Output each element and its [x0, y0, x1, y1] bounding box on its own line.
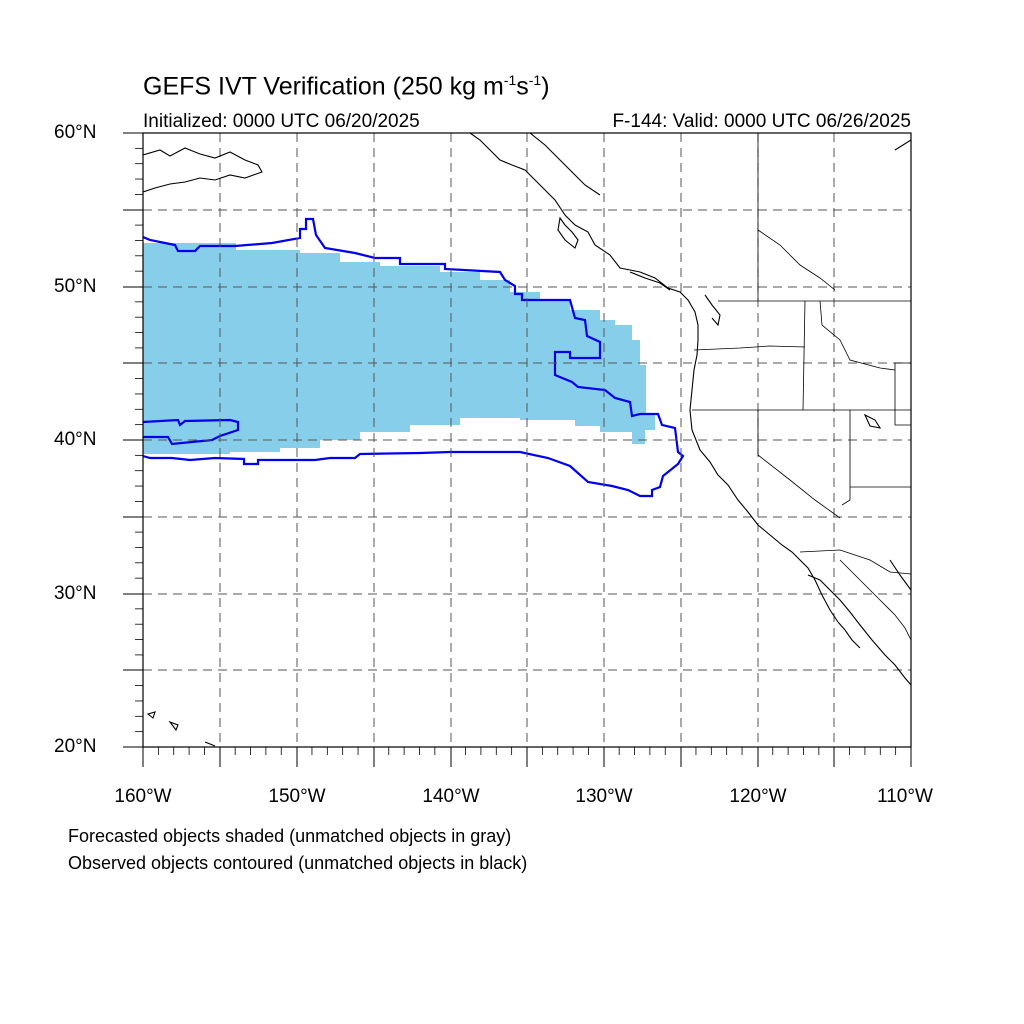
title-exponent-2: -1 — [528, 72, 542, 88]
forecast-ivt-object — [143, 243, 655, 454]
lon-label-140w: 140°W — [422, 786, 480, 807]
coastlines — [143, 133, 911, 747]
observed-ivt-contour — [143, 217, 685, 498]
title-text-close: ) — [541, 72, 550, 101]
forecast-note: Forecasted objects shaded (unmatched obj… — [68, 826, 512, 846]
lon-label-110w: 110°W — [877, 786, 933, 807]
lat-label-50n: 50°N — [54, 276, 97, 297]
lon-label-130w: 130°W — [575, 786, 633, 807]
lon-label-150w: 150°W — [268, 786, 326, 807]
lon-label-160w: 160°W — [114, 786, 172, 807]
axis-ticks — [123, 132, 912, 767]
title-text: GEFS IVT Verification (250 kg m — [143, 72, 504, 101]
lon-label-120w: 120°W — [729, 786, 787, 807]
lat-label-60n: 60°N — [54, 122, 97, 143]
map-title: GEFS IVT Verification (250 kg m-1s-1) — [143, 72, 550, 101]
observed-note: Observed objects contoured (unmatched ob… — [68, 853, 528, 873]
political-borders — [692, 133, 911, 641]
lat-label-20n: 20°N — [54, 736, 97, 757]
gridlines — [143, 133, 911, 747]
observed-ivt-contour-small — [143, 418, 240, 446]
initialized-time: Initialized: 0000 UTC 06/20/2025 — [143, 111, 420, 132]
lat-label-30n: 30°N — [54, 583, 97, 604]
valid-time: F-144: Valid: 0000 UTC 06/26/2025 — [612, 111, 911, 132]
title-text-mid: s — [516, 72, 529, 101]
minor-ticks — [135, 147, 897, 755]
title-exponent-1: -1 — [503, 72, 517, 88]
lat-label-40n: 40°N — [54, 429, 97, 450]
